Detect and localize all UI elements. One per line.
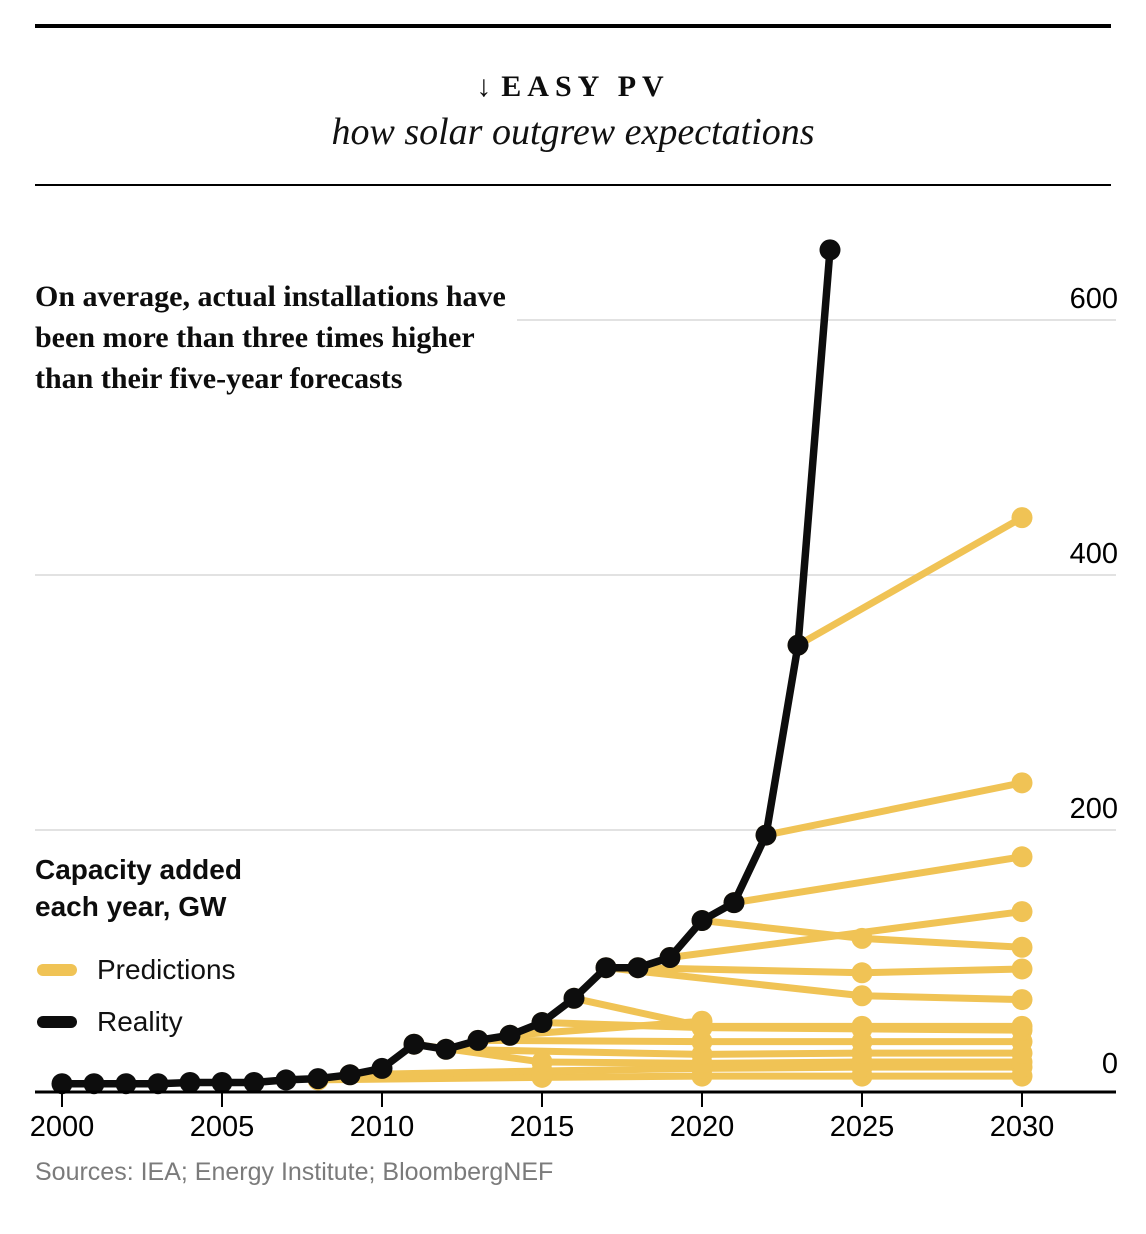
reality-point-2020	[691, 910, 713, 932]
prediction-line-2018	[634, 964, 1026, 977]
reality-point-2004	[179, 1071, 201, 1093]
reality-point-2006	[243, 1071, 265, 1093]
y-tick-label-200: 200	[1070, 793, 1118, 825]
prediction-point	[1011, 772, 1033, 794]
reality-point-2022	[755, 824, 777, 846]
reality-point-2014	[499, 1024, 521, 1046]
reality-point-2015	[531, 1012, 553, 1034]
prediction-point	[1011, 507, 1033, 529]
reality-point-2013	[467, 1029, 489, 1051]
x-tick-label-2030: 2030	[990, 1111, 1055, 1143]
prediction-point	[851, 962, 873, 984]
prediction-line-2023	[794, 514, 1026, 649]
reality-point-2007	[275, 1069, 297, 1091]
x-tick-labels: 2000 2005 2010 2015 2020 2025 2030	[30, 1111, 1055, 1143]
legend-item-predictions: Predictions	[37, 953, 250, 987]
reality-point-2016	[563, 987, 585, 1009]
prediction-point	[851, 985, 873, 1007]
reality-point-2002	[115, 1073, 137, 1095]
reality-point-2010	[371, 1057, 393, 1079]
reality-point-2019	[659, 947, 681, 968]
kicker-text: EASY PV	[501, 70, 670, 103]
prediction-line-2012	[442, 1045, 1026, 1058]
y-tick-label-400: 400	[1070, 538, 1118, 570]
reality-label: Reality	[97, 1006, 183, 1037]
reality-point-2001	[83, 1073, 105, 1095]
prediction-line-2022	[762, 779, 1026, 839]
prediction-point	[691, 1015, 713, 1037]
reality-point-2012	[435, 1038, 457, 1060]
reality-swatch	[37, 1016, 77, 1028]
x-tick-label-2020: 2020	[670, 1111, 735, 1143]
y-tick-label-0: 0	[1102, 1048, 1118, 1080]
reality-point-2003	[147, 1073, 169, 1095]
down-arrow-icon: ↓	[476, 70, 492, 103]
reality-point-2024	[819, 239, 841, 261]
x-tick-label-2005: 2005	[190, 1111, 255, 1143]
x-tick-label-2015: 2015	[510, 1111, 575, 1143]
reality-point-2005	[211, 1071, 233, 1093]
y-tick-label-600: 600	[1070, 283, 1118, 315]
prediction-point	[851, 1015, 873, 1037]
x-tick-label-2010: 2010	[350, 1111, 415, 1143]
sources-line: Sources: IEA; Energy Institute; Bloomber…	[35, 1158, 554, 1186]
prediction-point	[1011, 936, 1033, 958]
reality-point-2009	[339, 1064, 361, 1086]
reality-points	[51, 239, 841, 1095]
x-tick-label-2025: 2025	[830, 1111, 895, 1143]
chart-subtitle: how solar outgrew expectations	[331, 111, 815, 153]
reality-point-2017	[595, 957, 617, 979]
y-axis-labels: 0 200 400 600	[1070, 283, 1118, 1080]
prediction-line-2016	[570, 994, 1026, 1030]
x-tick-label-2000: 2000	[30, 1111, 95, 1143]
reality-point-2018	[627, 957, 649, 979]
predictions-swatch	[37, 964, 77, 976]
prediction-line-2013	[474, 1036, 1026, 1046]
legend-item-reality: Reality	[37, 1005, 197, 1039]
prediction-point	[1011, 1015, 1033, 1037]
prediction-point	[1011, 958, 1033, 980]
prediction-point	[1011, 989, 1033, 1011]
reality-point-2008	[307, 1068, 329, 1090]
reality-point-2000	[51, 1073, 73, 1095]
prediction-line-2021	[730, 853, 1026, 907]
prediction-points	[307, 507, 1033, 1091]
reality-point-2021	[723, 892, 745, 914]
prediction-point	[1011, 901, 1033, 923]
x-axis	[35, 1090, 1116, 1107]
prediction-point	[1011, 846, 1033, 868]
y-axis-unit-label: Capacity added each year, GW	[35, 852, 287, 926]
prediction-point	[851, 927, 873, 949]
top-rule	[35, 24, 1111, 28]
prediction-point	[531, 1051, 553, 1073]
prediction-lines	[314, 514, 1026, 1084]
annotation-text: On average, actual installations have be…	[35, 276, 517, 400]
predictions-label: Predictions	[97, 954, 236, 985]
chart-kicker: ↓ EASY PV	[0, 70, 1146, 104]
header-divider-rule	[35, 184, 1111, 186]
reality-point-2011	[403, 1033, 425, 1055]
reality-point-2023	[787, 634, 809, 656]
